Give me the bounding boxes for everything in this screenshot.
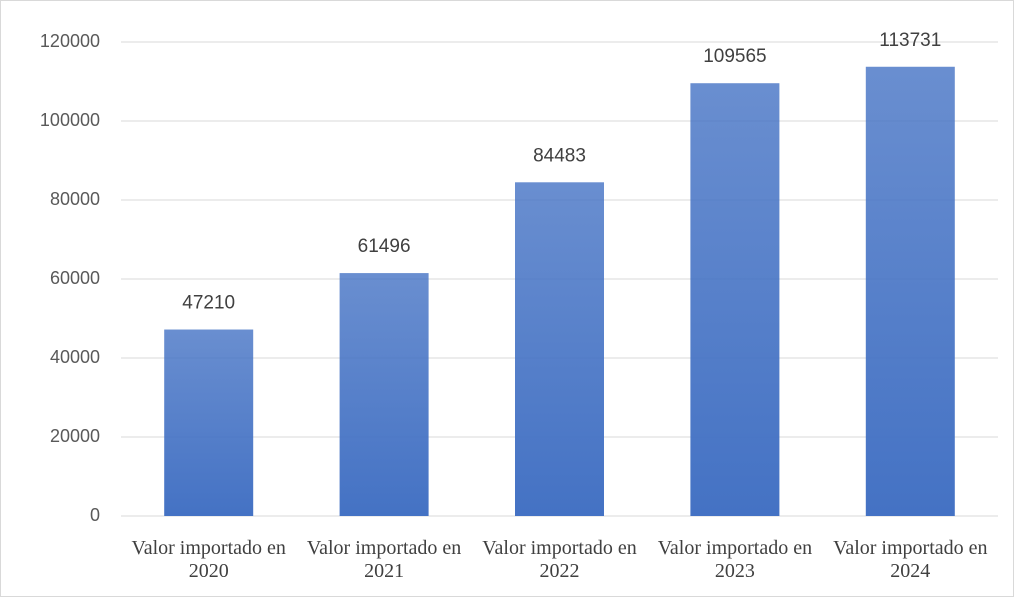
bar (865, 66, 955, 517)
x-tick-label: Valor importado en 2022 (482, 537, 637, 582)
bar (515, 182, 604, 516)
y-tick-label: 20000 (50, 426, 100, 446)
bar (164, 329, 254, 516)
data-label: 109565 (703, 46, 766, 67)
y-tick-label: 100000 (40, 110, 100, 130)
x-tick-label: Valor importado en 2021 (306, 537, 462, 582)
data-label: 84483 (533, 145, 586, 166)
x-tick-label: Valor importado en 2023 (657, 537, 813, 582)
x-tick-label: Valor importado en 2024 (833, 537, 988, 582)
y-tick-label: 80000 (50, 189, 100, 209)
x-tick-label: Valor importado en 2020 (131, 537, 286, 582)
data-label: 61496 (358, 236, 411, 257)
y-tick-label: 60000 (50, 268, 100, 288)
y-tick-label: 120000 (40, 31, 100, 51)
bar (690, 83, 780, 516)
y-tick-label: 0 (90, 505, 100, 525)
y-tick-label: 40000 (50, 347, 100, 367)
data-label: 47210 (182, 293, 235, 314)
data-label: 113731 (879, 30, 941, 51)
bar (339, 273, 429, 516)
